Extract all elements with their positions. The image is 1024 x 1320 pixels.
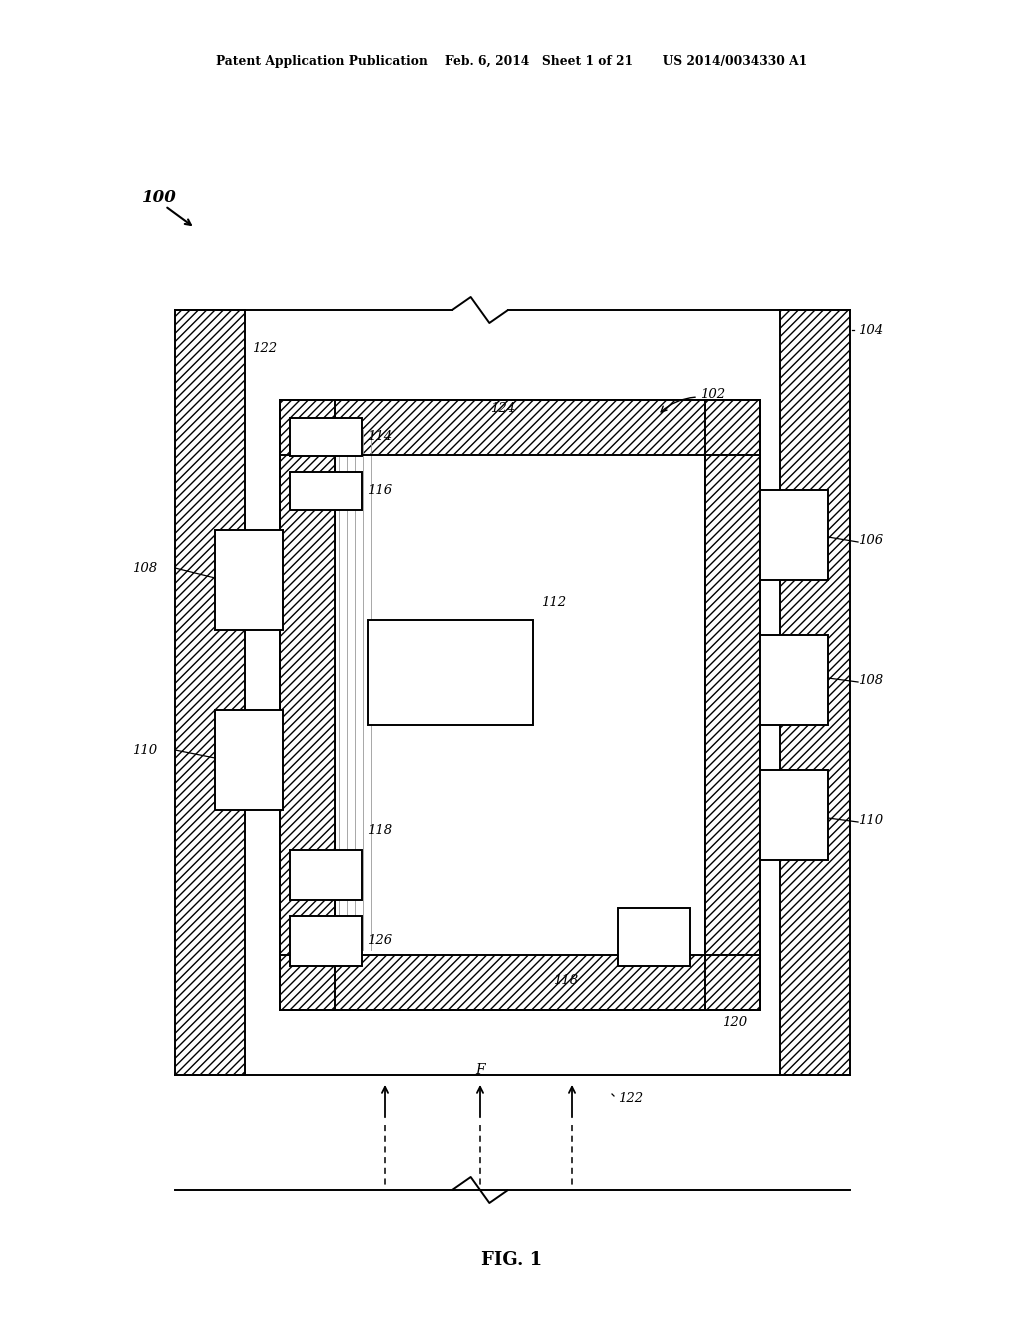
Text: 116: 116 (367, 483, 392, 496)
Bar (780, 310, 850, 1074)
Bar (618, 908, 690, 966)
Text: 104: 104 (858, 323, 883, 337)
Bar (280, 954, 760, 1010)
Bar (335, 420, 705, 990)
Bar (290, 916, 362, 966)
Bar (290, 418, 362, 455)
Text: Patent Application Publication    Feb. 6, 2014   Sheet 1 of 21       US 2014/003: Patent Application Publication Feb. 6, 2… (216, 55, 808, 69)
Bar (280, 954, 760, 1010)
Text: 106: 106 (858, 533, 883, 546)
Bar (175, 310, 245, 1074)
Text: 112: 112 (541, 595, 566, 609)
Text: 122: 122 (252, 342, 278, 355)
Bar (368, 620, 534, 725)
Bar (760, 635, 828, 725)
Text: 100: 100 (142, 190, 177, 206)
Bar (290, 473, 362, 510)
Text: 108: 108 (132, 561, 157, 574)
Text: 102: 102 (700, 388, 725, 401)
Bar (215, 531, 283, 630)
Text: 122: 122 (618, 1092, 643, 1105)
Bar (705, 400, 760, 1010)
Text: 126: 126 (367, 935, 392, 948)
Text: 118: 118 (553, 974, 579, 986)
Bar (760, 490, 828, 579)
Text: 124: 124 (490, 401, 515, 414)
Text: 110: 110 (858, 813, 883, 826)
Bar (215, 710, 283, 810)
Text: 120: 120 (722, 1015, 748, 1028)
Bar (280, 400, 335, 1010)
Text: 108: 108 (858, 673, 883, 686)
Text: 114: 114 (367, 429, 392, 442)
Bar (280, 400, 760, 1010)
Bar (760, 770, 828, 861)
Bar (290, 850, 362, 900)
Bar (280, 400, 335, 1010)
Text: F: F (475, 1063, 484, 1077)
Text: FIG. 1: FIG. 1 (481, 1251, 543, 1269)
Bar (705, 400, 760, 1010)
Bar (280, 400, 760, 455)
Text: 110: 110 (132, 743, 157, 756)
Bar (280, 400, 760, 455)
Bar (280, 400, 760, 1010)
Text: 118: 118 (367, 824, 392, 837)
